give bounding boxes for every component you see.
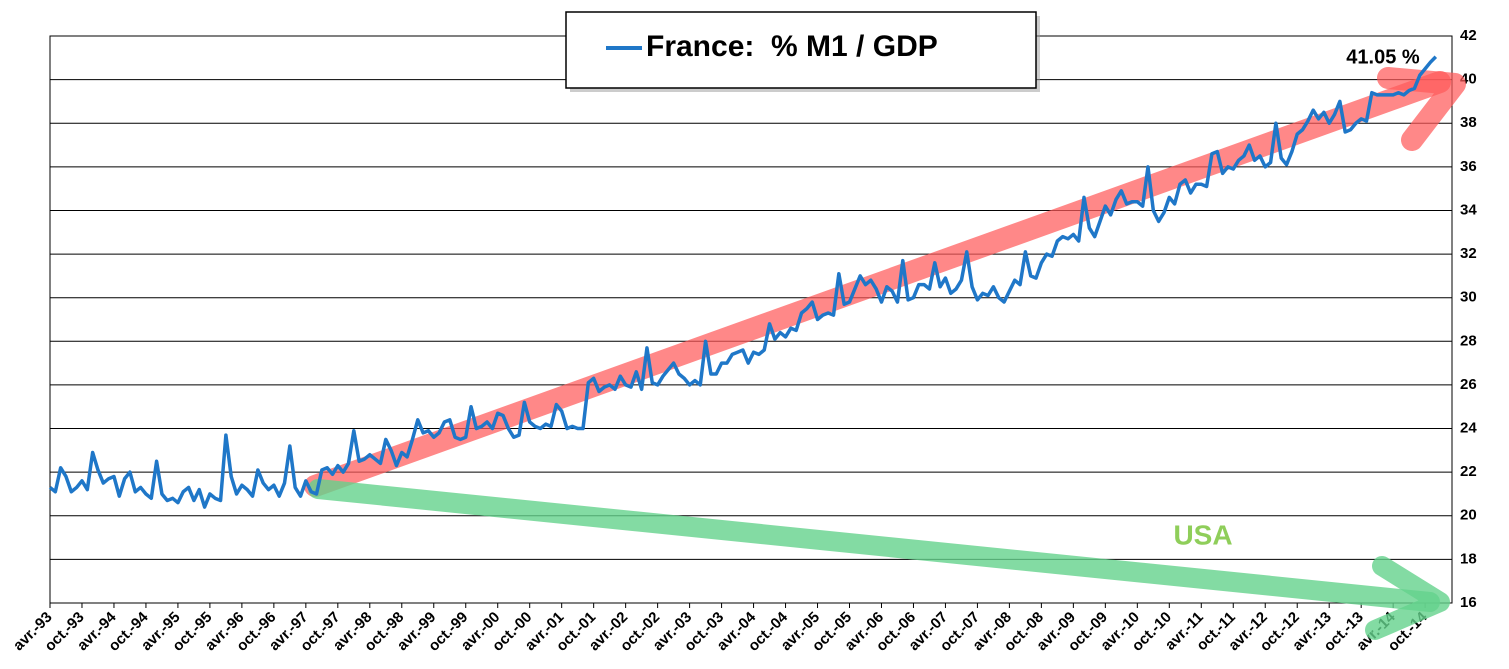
legend-box xyxy=(565,11,1037,89)
y-tick-label: 30 xyxy=(1460,289,1477,306)
line-series xyxy=(48,55,1438,509)
legend-label: France: % M1 / GDP xyxy=(646,30,938,63)
y-tick-label: 16 xyxy=(1460,594,1477,611)
y-tick-label: 22 xyxy=(1460,463,1477,480)
y-tick-label: 34 xyxy=(1460,201,1477,218)
trend-arrowhead-france xyxy=(1377,67,1466,151)
value-label: 41.05 % xyxy=(1346,46,1420,68)
y-tick-label: 32 xyxy=(1460,245,1477,262)
y-tick-label: 28 xyxy=(1460,332,1477,349)
annotation: USA xyxy=(1173,519,1232,550)
trend-arrow-usa xyxy=(308,479,1440,612)
y-tick-label: 18 xyxy=(1460,550,1477,567)
y-tick-label: 26 xyxy=(1460,376,1477,393)
y-tick-label: 42 xyxy=(1460,27,1477,44)
plot xyxy=(48,55,1438,509)
y-tick-label: 20 xyxy=(1460,507,1477,524)
y-tick-label: 38 xyxy=(1460,114,1477,131)
y-tick-label: 36 xyxy=(1460,158,1477,175)
trend-arrowhead-usa xyxy=(1365,556,1450,640)
y-tick-label: 24 xyxy=(1460,420,1477,437)
